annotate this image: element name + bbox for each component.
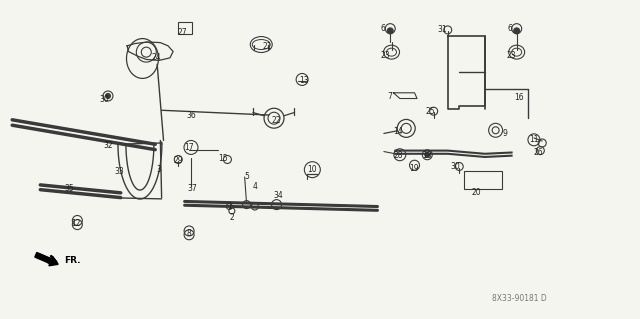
Circle shape	[106, 93, 111, 99]
Circle shape	[425, 152, 430, 157]
Text: 13: 13	[300, 76, 309, 85]
Text: 19: 19	[410, 164, 419, 173]
Text: 33: 33	[114, 167, 124, 176]
Text: 4: 4	[252, 182, 257, 191]
Circle shape	[514, 28, 520, 34]
Text: 25: 25	[425, 107, 435, 116]
Text: 5: 5	[244, 172, 249, 181]
Text: 23: 23	[507, 51, 516, 60]
Text: 18: 18	[422, 151, 432, 160]
Text: 2: 2	[230, 213, 234, 222]
Text: 12: 12	[71, 219, 81, 228]
Text: 23: 23	[380, 51, 390, 60]
Text: 7: 7	[388, 92, 393, 101]
Text: 1: 1	[227, 202, 232, 211]
Text: 28: 28	[393, 151, 403, 160]
Text: 32: 32	[103, 141, 113, 150]
FancyArrow shape	[35, 253, 58, 266]
Text: 35: 35	[65, 184, 74, 193]
Text: 10: 10	[308, 165, 317, 174]
Text: 36: 36	[186, 111, 196, 120]
Bar	[178, 22, 192, 34]
Text: 11: 11	[529, 135, 539, 144]
Text: 21: 21	[263, 42, 273, 51]
Text: 6: 6	[380, 24, 385, 33]
Text: 14: 14	[393, 127, 403, 136]
Text: 22: 22	[272, 116, 282, 125]
Text: 8: 8	[187, 229, 191, 238]
Text: 3: 3	[157, 165, 161, 174]
Text: 29: 29	[173, 156, 183, 165]
Text: 9: 9	[503, 129, 508, 138]
Text: FR.: FR.	[65, 256, 81, 265]
Text: 31: 31	[438, 26, 447, 34]
Text: 8X33-90181 D: 8X33-90181 D	[492, 294, 547, 303]
Bar	[464, 171, 502, 189]
Text: 27: 27	[178, 28, 188, 37]
Text: 34: 34	[274, 190, 284, 200]
Text: 30: 30	[99, 95, 109, 104]
Circle shape	[387, 28, 393, 34]
Text: 16: 16	[515, 93, 524, 102]
Text: 37: 37	[188, 184, 197, 193]
Text: 30: 30	[451, 162, 460, 171]
Text: 20: 20	[472, 188, 481, 197]
Text: 17: 17	[184, 143, 194, 152]
Text: 24: 24	[151, 53, 161, 62]
Text: 6: 6	[508, 24, 513, 33]
Text: 15: 15	[218, 154, 228, 163]
Text: 26: 26	[534, 148, 543, 157]
